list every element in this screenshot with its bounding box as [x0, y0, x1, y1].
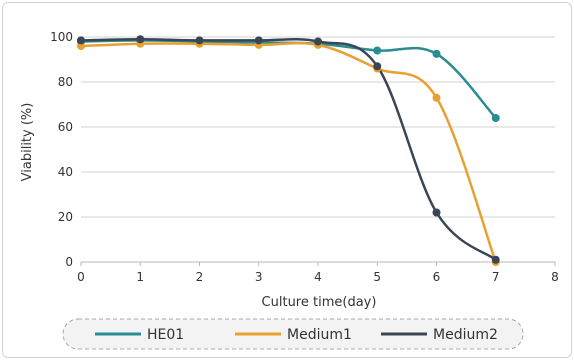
data-point-he01	[373, 46, 382, 55]
legend-items: HE01 Medium1 Medium2	[95, 327, 498, 343]
axes	[80, 261, 556, 266]
data-point-he01	[432, 49, 441, 58]
tick-labels: 0 20 40 60 80 100 0 1 2 3 4 5 6 7 8	[50, 30, 559, 284]
legend-label-he01: HE01	[147, 327, 184, 343]
data-point-medium2	[77, 36, 85, 45]
legend-label-medium1: Medium1	[287, 327, 352, 343]
data-point-medium1	[432, 93, 441, 102]
y-axis-label: Viability (%)	[20, 103, 35, 182]
series-points	[77, 35, 500, 266]
data-point-he01	[491, 114, 500, 122]
y-tick-label: 100	[50, 30, 73, 44]
x-tick-label: 5	[373, 270, 381, 284]
y-tick-label: 60	[58, 120, 73, 134]
x-tick-label: 0	[77, 270, 85, 284]
data-point-medium2	[136, 35, 145, 44]
y-tick-label: 0	[65, 255, 73, 269]
data-point-medium2	[491, 255, 500, 264]
chart-frame: 0 20 40 60 80 100 0 1 2 3 4 5 6 7 8 Viability (%) Cult…	[2, 2, 572, 358]
y-tick-label: 40	[58, 165, 73, 179]
legend: HE01 Medium1 Medium2	[62, 318, 524, 350]
data-point-medium2	[254, 36, 263, 45]
series-lines	[79, 37, 497, 264]
x-tick-label: 3	[255, 270, 263, 284]
data-point-medium2	[373, 62, 382, 71]
y-tick-label: 20	[58, 210, 73, 224]
data-point-medium2	[314, 37, 322, 46]
x-tick-label: 2	[196, 270, 204, 284]
x-tick-label: 6	[433, 270, 441, 284]
x-axis-label: Culture time(day)	[262, 295, 377, 310]
legend-box	[62, 318, 524, 350]
data-point-medium2	[195, 36, 204, 45]
series-line-medium2	[79, 37, 497, 261]
grid-lines	[81, 36, 555, 218]
y-tick-label: 80	[58, 75, 73, 89]
data-point-medium2	[432, 208, 441, 217]
data-point-medium1	[77, 42, 85, 50]
x-tick-label: 8	[551, 270, 559, 284]
line-chart: 0 20 40 60 80 100 0 1 2 3 4 5 6 7 8 Viability (%) Cult…	[20, 30, 559, 350]
legend-label-medium2: Medium2	[433, 327, 498, 343]
x-tick-label: 7	[492, 270, 500, 284]
x-tick-label: 4	[314, 270, 322, 284]
x-tick-label: 1	[136, 270, 144, 284]
series-line-medium1	[79, 41, 497, 264]
